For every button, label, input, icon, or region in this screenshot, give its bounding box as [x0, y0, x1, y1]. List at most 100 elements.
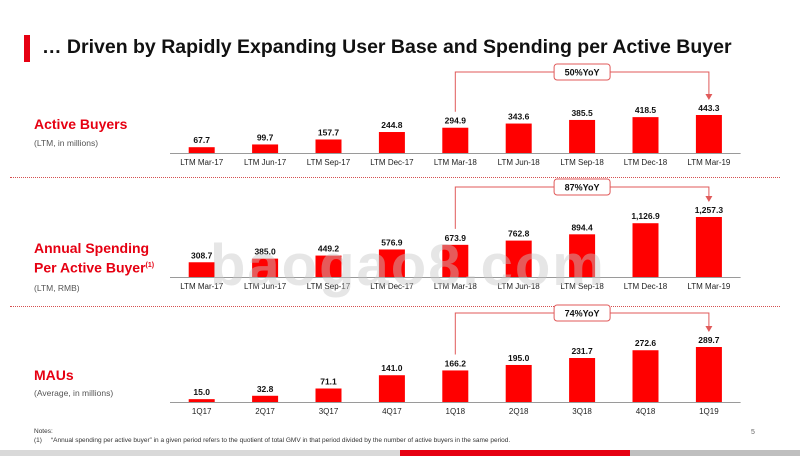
chart-1-bar [252, 144, 279, 153]
chart-1-bar [632, 117, 659, 153]
chart-3-yoy-badge [553, 304, 611, 322]
bottom-strip-grey-right [630, 450, 800, 456]
chart-2-bar [569, 234, 596, 277]
chart-1-bar [442, 127, 469, 153]
chart-2-data-label: 762.8 [508, 229, 530, 239]
chart-1-tick-label: LTM Sep-18 [560, 158, 604, 167]
chart-2-bar [378, 249, 405, 277]
chart-2-data-label: 385.0 [254, 247, 276, 257]
chart-3-data-label: 141.0 [381, 363, 403, 373]
chart-2-tick-label: LTM Dec-18 [624, 282, 668, 291]
chart-1-bar [188, 147, 215, 153]
chart-1-data-label: 244.8 [381, 120, 403, 130]
chart-1-bar [378, 132, 405, 153]
footnote-marker: (1) [145, 262, 155, 269]
bottom-strip-red [400, 450, 630, 456]
chart-2-yoy-text: 87%YoY [565, 183, 600, 193]
chart-2-data-label: 308.7 [191, 250, 213, 260]
chart-2-tick-label: LTM Jun-17 [244, 282, 287, 291]
chart-1-bar [505, 123, 532, 153]
section-subtitle-maus: (Average, in millions) [34, 388, 114, 398]
chart-1-data-label: 67.7 [193, 135, 210, 145]
bottom-strip-grey-left [0, 450, 400, 456]
chart-3-data-label: 231.7 [571, 346, 593, 356]
section-title-maus: MAUs [34, 367, 74, 383]
chart-1-tick-label: LTM Jun-17 [244, 158, 287, 167]
chart-1-data-label: 418.5 [635, 105, 657, 115]
title-accent-bar [24, 35, 30, 62]
chart-2-data-label: 449.2 [318, 244, 340, 254]
chart-3-bar [569, 358, 596, 402]
section-title-annual-spending: Annual Spending Per Active Buyer(1) [34, 240, 154, 277]
page-title: … Driven by Rapidly Expanding User Base … [42, 36, 732, 58]
chart-2-bar [505, 240, 532, 277]
chart-2-tick-label: LTM Jun-18 [498, 282, 541, 291]
chart-1-tick-label: LTM Dec-18 [624, 158, 668, 167]
chart-3-data-label: 15.0 [193, 387, 210, 397]
chart-2-bar [188, 262, 215, 277]
notes-item: (1) “Annual spending per active buyer” i… [34, 436, 510, 445]
chart-3-bar [505, 364, 532, 402]
chart-3-yoy-arrowhead [705, 326, 713, 332]
chart-2-tick-label: LTM Dec-17 [370, 282, 414, 291]
chart-2-bar [315, 255, 342, 277]
chart-2-data-label: 1,257.3 [695, 205, 724, 215]
chart-2-tick-label: LTM Mar-18 [434, 282, 478, 291]
chart-2-yoy-arrowhead [705, 196, 713, 202]
chart-3-bar [188, 399, 215, 402]
chart-1-data-label: 443.3 [698, 103, 720, 113]
chart-3-tick-label: 3Q17 [319, 407, 339, 416]
notes-heading: Notes: [34, 428, 53, 435]
notes-text: “Annual spending per active buyer” in a … [50, 437, 511, 444]
chart-1-yoy-badge [553, 63, 611, 81]
chart-3-data-label: 272.6 [635, 338, 657, 348]
chart-1-bar [695, 115, 722, 153]
section-title-line1: Annual Spending [34, 240, 150, 256]
chart-2-bar [252, 258, 279, 277]
chart-3-bar [632, 350, 659, 402]
chart-1-bar [315, 139, 342, 153]
section-divider-1 [10, 177, 780, 178]
chart-1-data-label: 385.5 [571, 108, 593, 118]
chart-1-tick-label: LTM Jun-18 [498, 158, 541, 167]
chart-2-tick-label: LTM Mar-19 [687, 282, 731, 291]
chart-1-tick-label: LTM Dec-17 [370, 158, 414, 167]
chart-3-data-label: 289.7 [698, 335, 720, 345]
chart-2-bar [695, 217, 722, 277]
chart-3-tick-label: 4Q18 [636, 407, 656, 416]
chart-3-bar [378, 375, 405, 402]
chart-1-tick-label: LTM Mar-18 [434, 158, 478, 167]
chart-3-data-label: 166.2 [445, 358, 467, 368]
chart-3-bar [252, 395, 279, 402]
chart-3-data-label: 195.0 [508, 353, 530, 363]
chart-1-tick-label: LTM Mar-19 [687, 158, 731, 167]
chart-2-yoy-badge [553, 178, 611, 196]
notes-marker: (1) [34, 437, 42, 444]
bottom-strip [0, 450, 800, 456]
section-subtitle-active-buyers: (LTM, in millions) [34, 138, 99, 148]
section-title-line2: Per Active Buyer [34, 259, 146, 276]
page-number: 5 [751, 429, 755, 436]
chart-2-data-label: 894.4 [571, 222, 593, 232]
chart-3-tick-label: 2Q17 [255, 407, 275, 416]
section-title-active-buyers: Active Buyers [34, 116, 128, 132]
chart-1-data-label: 99.7 [257, 132, 274, 142]
chart-3-tick-label: 1Q19 [699, 407, 719, 416]
chart-2-tick-label: LTM Sep-18 [560, 282, 604, 291]
chart-3-bar [315, 388, 342, 402]
chart-3-tick-label: 2Q18 [509, 407, 529, 416]
chart-1-yoy-arrowhead [705, 94, 713, 100]
chart-2-data-label: 576.9 [381, 237, 403, 247]
chart-2-data-label: 1,126.9 [631, 211, 660, 221]
chart-1-bar [569, 119, 596, 153]
chart-2-data-label: 673.9 [445, 233, 467, 243]
chart-3-data-label: 32.8 [257, 384, 274, 394]
section-subtitle-annual-spending: (LTM, RMB) [34, 283, 80, 293]
chart-1-tick-label: LTM Mar-17 [180, 158, 224, 167]
chart-1-data-label: 157.7 [318, 127, 340, 137]
chart-1-yoy-text: 50%YoY [565, 68, 600, 78]
notes: Notes: (1) “Annual spending per active b… [34, 427, 510, 445]
chart-3-data-label: 71.1 [320, 377, 337, 387]
chart-2-tick-label: LTM Mar-17 [180, 282, 224, 291]
